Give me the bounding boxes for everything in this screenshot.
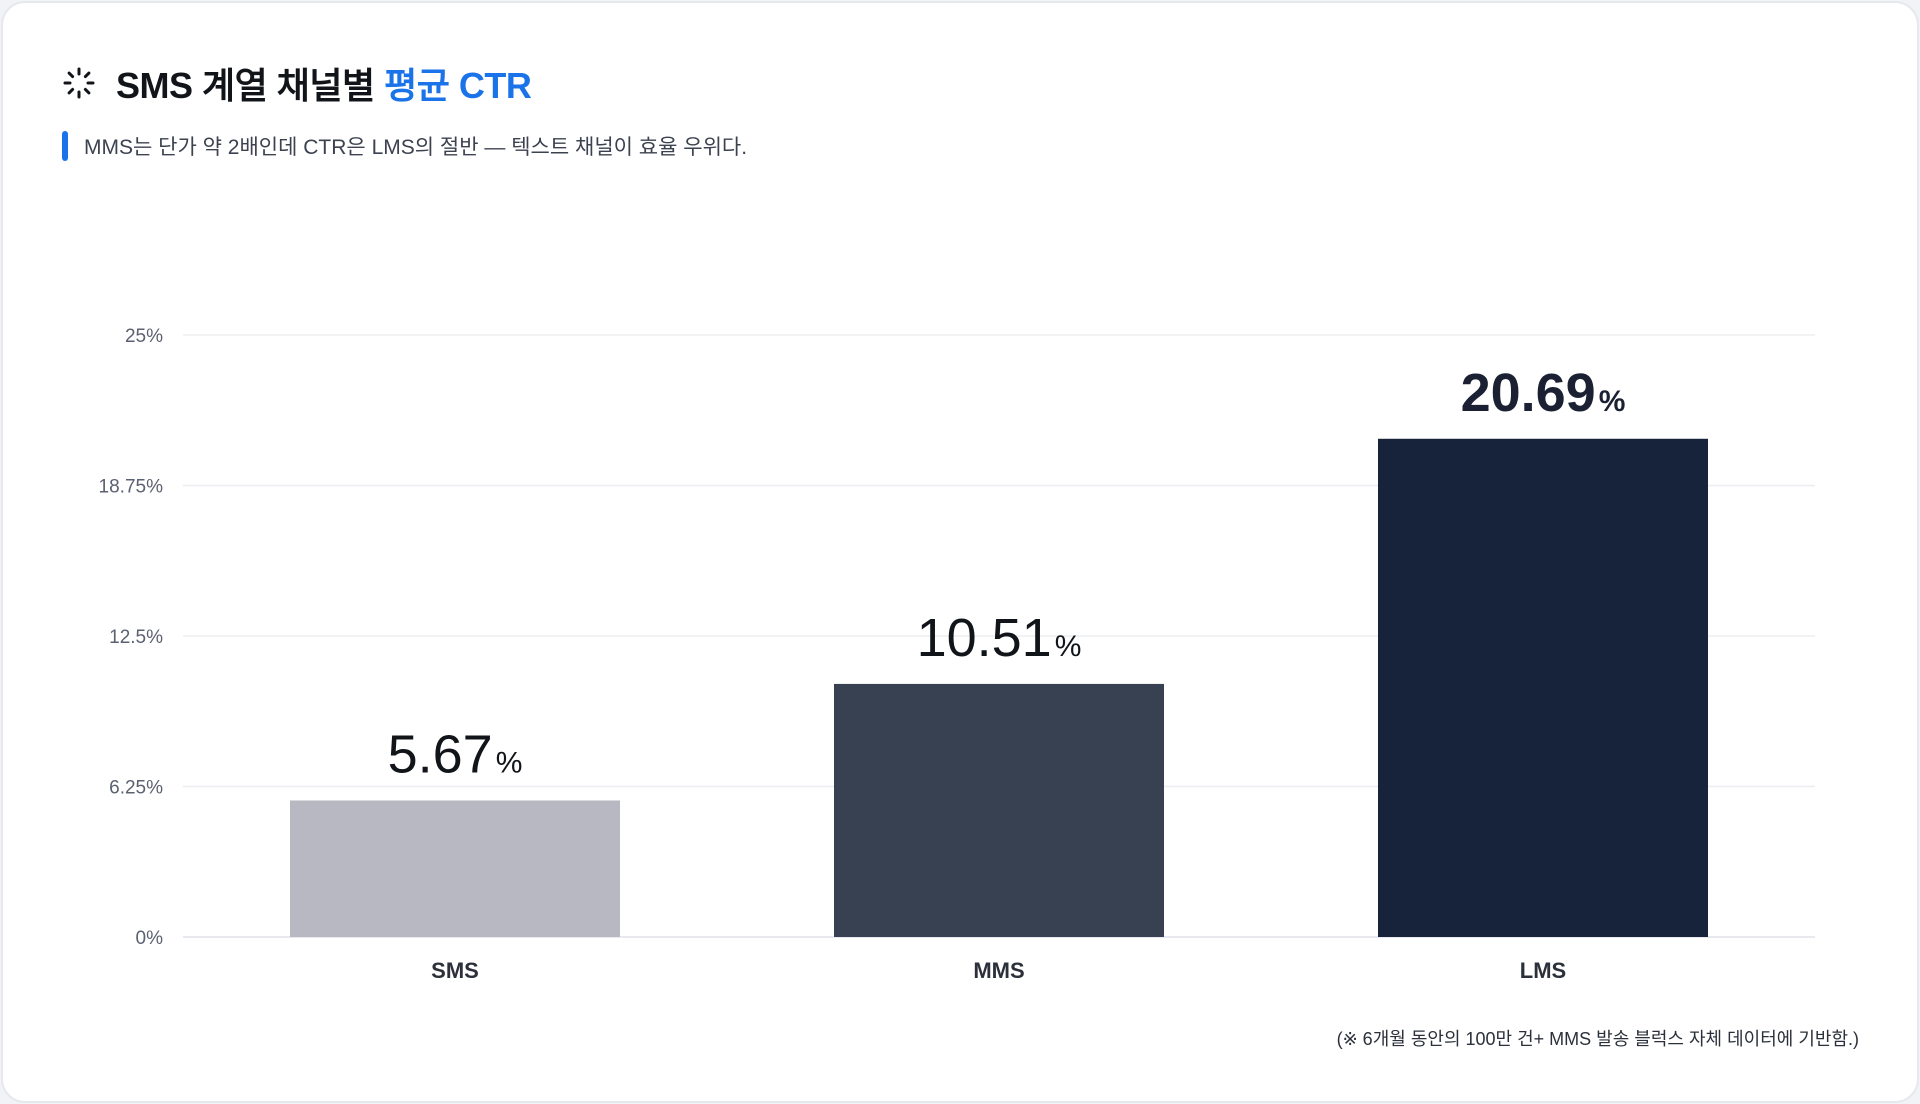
loading-spinner-icon [63,67,95,99]
y-tick-label: 18.75% [99,477,164,498]
data-label: 20.69% [1461,363,1626,423]
title-main: SMS 계열 채널별 [116,65,375,106]
bar-sms [290,800,620,937]
footnote: (※ 6개월 동안의 100만 건+ MMS 발송 블럭스 자체 데이터에 기반… [1336,1029,1859,1049]
bar-lms [1378,438,1708,937]
x-tick-label: SMS [431,958,479,983]
y-tick-label: 6.25% [109,778,163,799]
y-tick-label: 25% [125,326,163,347]
page-title: SMS 계열 채널별 평균 CTR [116,57,532,109]
chart-header: SMS 계열 채널별 평균 CTR [62,57,532,109]
data-label: 5.67% [388,724,523,784]
chart-subtitle: MMS는 단가 약 2배인데 CTR은 LMS의 절반 — 텍스트 채널이 효율… [62,131,747,161]
bar-mms [834,683,1164,937]
y-tick-label: 12.5% [109,627,163,648]
data-label: 10.51% [917,608,1082,668]
bar-chart: 0% 6.25% 12.5% 18.75% 25% SMS 5.67 % MMS 10.51 % LM… [99,326,1815,983]
title-accent: 평균 CTR [384,65,532,106]
subtitle-text: MMS는 단가 약 2배인데 CTR은 LMS의 절반 — 텍스트 채널이 효율… [84,136,748,159]
x-tick-label: MMS [973,958,1024,983]
y-tick-label: 0% [136,928,164,949]
subtitle-accent-bar [62,131,68,161]
x-tick-label: LMS [1520,958,1566,983]
